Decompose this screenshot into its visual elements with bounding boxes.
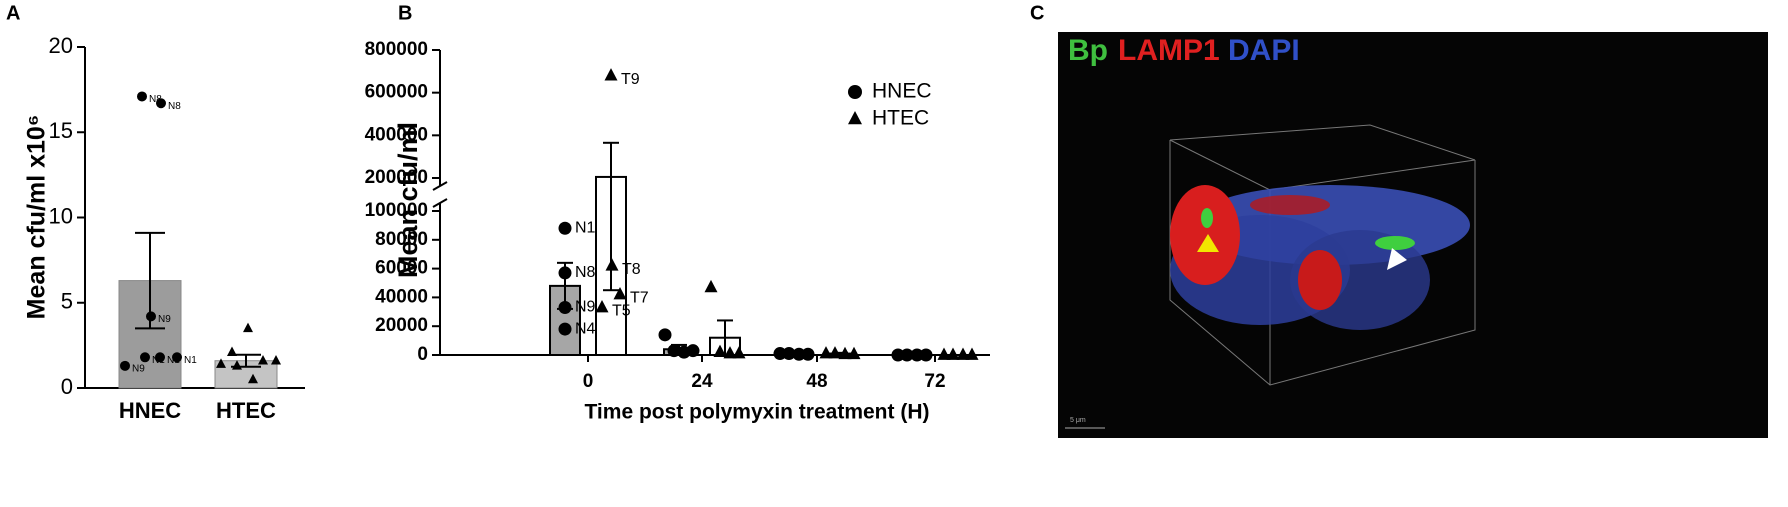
x-axis-label: Time post polymyxin treatment (H) bbox=[584, 401, 929, 424]
data-point bbox=[819, 346, 833, 359]
x-tick-label: 72 bbox=[924, 371, 945, 392]
data-point bbox=[120, 360, 130, 371]
data-point bbox=[216, 358, 226, 368]
data-point bbox=[248, 373, 258, 384]
channel-label: DAPI bbox=[1228, 34, 1300, 67]
y-tick-label: 200000 bbox=[365, 167, 428, 188]
y-tick-label: 0 bbox=[417, 344, 428, 365]
point-label: N9 bbox=[132, 363, 145, 374]
y-tick-label: 800000 bbox=[365, 39, 428, 60]
data-point bbox=[271, 354, 281, 365]
data-point bbox=[558, 266, 572, 280]
data-point bbox=[155, 352, 165, 363]
y-tick-label: 40000 bbox=[375, 286, 428, 307]
data-point bbox=[792, 347, 806, 361]
point-label: N1 bbox=[575, 219, 596, 236]
point-label: N4 bbox=[575, 320, 596, 337]
legend-label: HNEC bbox=[872, 80, 932, 103]
data-point bbox=[258, 354, 268, 365]
point-label: N9 bbox=[158, 314, 171, 325]
data-point bbox=[782, 347, 796, 361]
data-point bbox=[937, 347, 951, 360]
data-point bbox=[848, 85, 862, 99]
data-point bbox=[232, 360, 242, 370]
y-tick-label: 60000 bbox=[375, 258, 428, 279]
y-tick-label: 10 bbox=[49, 203, 73, 228]
data-point bbox=[686, 344, 700, 358]
data-point bbox=[723, 346, 737, 359]
panel-label: B bbox=[398, 2, 412, 24]
y-tick-label: 400000 bbox=[365, 124, 428, 145]
y-tick-label: 20000 bbox=[375, 315, 428, 336]
data-point bbox=[704, 279, 718, 293]
data-point bbox=[558, 322, 572, 336]
data-point bbox=[773, 347, 787, 361]
data-point bbox=[965, 347, 979, 360]
microscopy-image bbox=[1058, 32, 1768, 438]
x-tick-label: HNEC bbox=[119, 398, 181, 423]
x-tick-label: 48 bbox=[806, 371, 827, 392]
data-point bbox=[891, 348, 905, 362]
y-tick-label: 20 bbox=[49, 33, 73, 58]
y-tick-label: 5 bbox=[61, 289, 73, 314]
point-label: N8 bbox=[575, 264, 596, 281]
data-point bbox=[658, 328, 672, 342]
x-tick-label: 0 bbox=[583, 371, 594, 392]
data-point bbox=[558, 300, 572, 314]
channel-label: LAMP1 bbox=[1118, 34, 1220, 67]
data-point bbox=[558, 221, 572, 235]
data-point bbox=[140, 352, 150, 363]
data-point bbox=[828, 346, 842, 359]
y-tick-label: 600000 bbox=[365, 82, 428, 103]
y-tick-label: 100000 bbox=[365, 200, 428, 221]
data-point bbox=[605, 258, 619, 271]
data-point bbox=[595, 300, 609, 313]
channel-label: Bp bbox=[1068, 34, 1108, 67]
data-point bbox=[172, 352, 182, 363]
x-tick-label: HTEC bbox=[216, 398, 276, 423]
data-point bbox=[900, 348, 914, 362]
data-point bbox=[910, 348, 924, 362]
data-point bbox=[838, 346, 852, 360]
data-point bbox=[713, 344, 727, 357]
y-tick-label: 0 bbox=[61, 374, 73, 399]
y-tick-label: 15 bbox=[49, 118, 73, 143]
data-point bbox=[156, 98, 166, 109]
data-point bbox=[613, 287, 627, 300]
legend-label: HTEC bbox=[872, 107, 929, 130]
data-point bbox=[848, 110, 862, 125]
point-label: N1 bbox=[184, 355, 197, 366]
data-point bbox=[243, 322, 253, 333]
point-label: T7 bbox=[630, 290, 649, 307]
data-point bbox=[847, 346, 861, 360]
scale-bar-label: 5 μm bbox=[1070, 417, 1086, 424]
data-point bbox=[801, 347, 815, 361]
y-tick-label: 80000 bbox=[375, 229, 428, 250]
point-label: T5 bbox=[612, 303, 631, 320]
x-tick-label: 24 bbox=[691, 371, 713, 392]
point-label: N8 bbox=[168, 101, 181, 112]
data-point bbox=[604, 68, 618, 81]
y-axis-label: Mean cfu/ml x10⁶ bbox=[23, 115, 51, 320]
data-point bbox=[732, 346, 746, 359]
point-label: N8 bbox=[149, 94, 162, 105]
data-point bbox=[919, 348, 933, 362]
point-label: T9 bbox=[621, 71, 640, 88]
data-point bbox=[667, 344, 681, 358]
data-point bbox=[956, 347, 970, 360]
data-point bbox=[146, 311, 156, 322]
panel-label: C bbox=[1030, 2, 1044, 24]
panel-label: A bbox=[6, 2, 20, 24]
point-label: N9 bbox=[575, 299, 596, 316]
axis-break bbox=[432, 181, 448, 191]
data-point bbox=[227, 346, 237, 356]
point-label: T8 bbox=[622, 261, 641, 278]
axis-break bbox=[432, 198, 448, 208]
data-point bbox=[946, 347, 960, 360]
data-point bbox=[137, 91, 147, 102]
y-axis-label: Mean cfu/ml bbox=[393, 122, 423, 278]
